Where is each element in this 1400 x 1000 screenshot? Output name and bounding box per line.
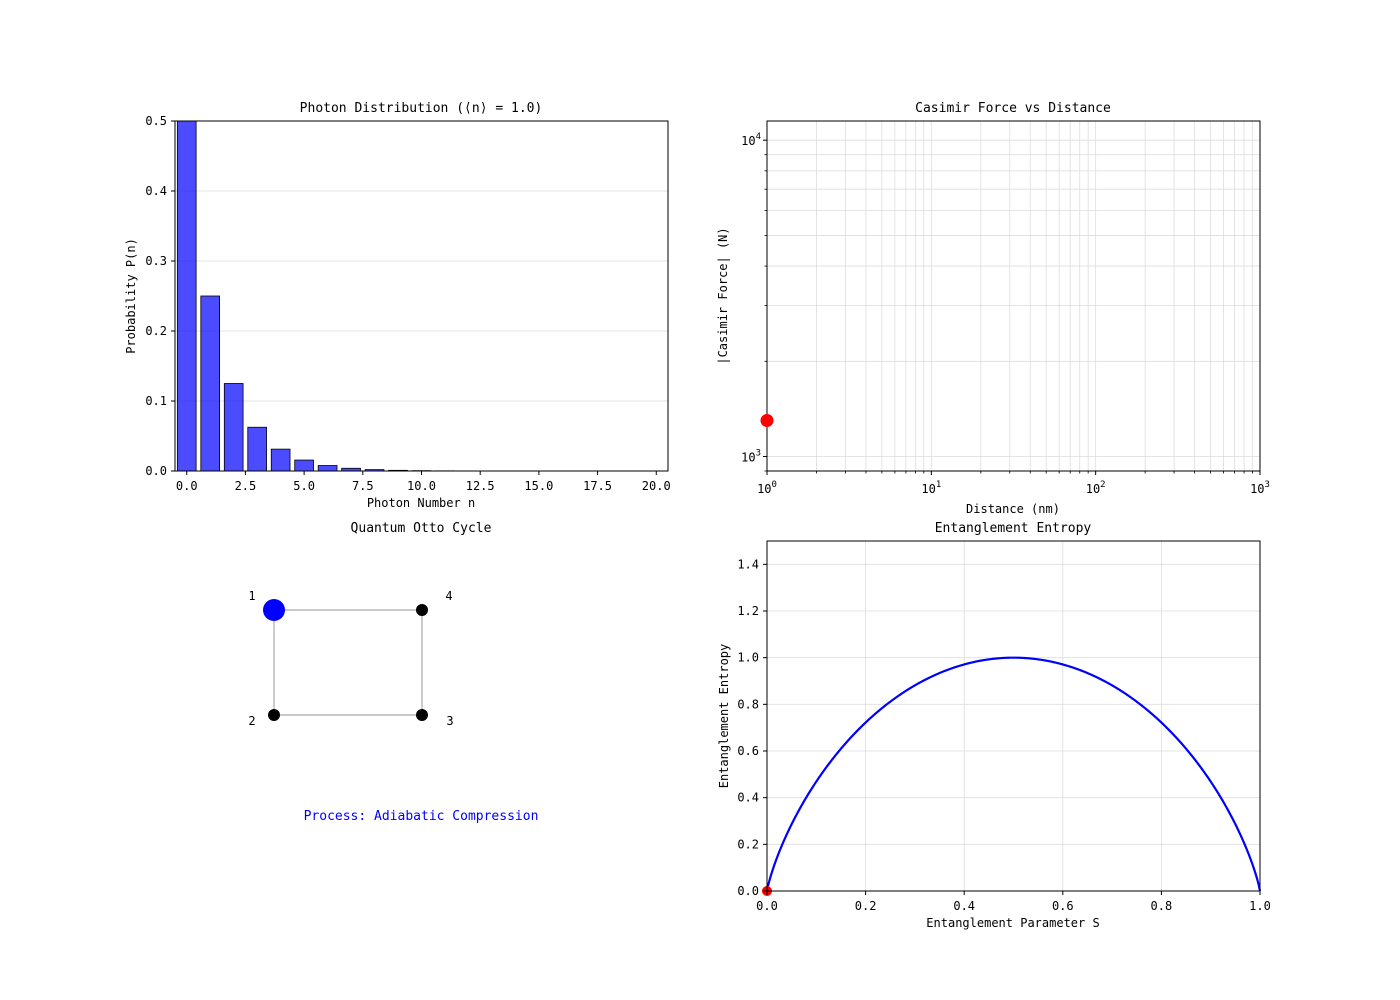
chart-title: Quantum Otto Cycle	[351, 521, 492, 536]
y-axis-label: |Casimir Force| (N)	[716, 227, 730, 364]
y-tick-label: 0.3	[145, 254, 167, 268]
state-node-4	[416, 604, 428, 616]
x-tick-label: 0.0	[176, 479, 198, 493]
y-tick-label: 0.2	[737, 837, 759, 851]
x-axis-label: Photon Number n	[367, 496, 475, 510]
y-tick-label: 0.1	[145, 394, 167, 408]
state-label-2: 2	[248, 714, 255, 728]
y-tick-label: 103	[741, 449, 761, 465]
chart-title: Casimir Force vs Distance	[915, 101, 1111, 116]
x-tick-label: 2.5	[235, 479, 257, 493]
state-node-1	[263, 599, 285, 621]
state-label-4: 4	[445, 589, 452, 603]
x-tick-label: 102	[1086, 480, 1106, 496]
x-tick-label: 12.5	[466, 479, 495, 493]
y-tick-label: 1.2	[737, 604, 759, 618]
x-tick-label: 0.6	[1052, 899, 1074, 913]
axes-frame	[766, 540, 1261, 892]
y-axis-label: Entanglement Entropy	[717, 644, 731, 789]
bar	[317, 465, 338, 472]
axes-frame	[174, 120, 669, 472]
bar	[176, 120, 197, 472]
bar	[247, 426, 267, 472]
y-tick-label: 0.0	[145, 464, 167, 478]
y-tick-label: 0.4	[737, 791, 759, 805]
x-tick-label: 0.0	[756, 899, 778, 913]
state-label-3: 3	[446, 714, 453, 728]
bar	[223, 383, 244, 472]
state-node-2	[268, 709, 280, 721]
x-axis-label: Entanglement Parameter S	[926, 916, 1099, 930]
state-node-3	[416, 709, 428, 721]
y-tick-label: 104	[741, 132, 761, 148]
bar	[294, 459, 314, 472]
x-tick-label: 20.0	[642, 479, 671, 493]
x-tick-label: 15.0	[524, 479, 553, 493]
x-tick-label: 0.8	[1151, 899, 1173, 913]
state-label-1: 1	[248, 589, 255, 603]
y-axis-label: Probability P(n)	[124, 238, 138, 354]
x-tick-label: 0.4	[953, 899, 975, 913]
chart-title: Entanglement Entropy	[935, 521, 1092, 536]
y-tick-label: 0.8	[737, 697, 759, 711]
y-tick-label: 0.5	[145, 114, 167, 128]
chart-title: Photon Distribution (⟨n⟩ = 1.0)	[300, 101, 543, 116]
x-tick-label: 103	[1250, 480, 1270, 496]
x-tick-label: 101	[921, 480, 941, 496]
x-tick-label: 17.5	[583, 479, 612, 493]
photon-distribution-chart: Photon Distribution (⟨n⟩ = 1.0) 0.0 2.5 5.…	[124, 101, 671, 510]
y-tick-label: 1.0	[737, 651, 759, 665]
bar	[270, 448, 291, 472]
x-tick-label: 1.0	[1249, 899, 1271, 913]
x-axis-label: Distance (nm)	[966, 502, 1060, 516]
x-tick-label: 0.2	[855, 899, 877, 913]
entanglement-entropy-chart: Entanglement Entropy 0.0 0.2 0.4 0.6 0.8 1.0 …	[717, 521, 1271, 930]
data-point	[760, 413, 774, 427]
y-tick-label: 0.0	[737, 884, 759, 898]
x-tick-label: 10.0	[407, 479, 436, 493]
y-tick-label: 0.4	[145, 184, 167, 198]
bar	[200, 295, 221, 472]
y-tick-label: 1.4	[737, 557, 759, 571]
casimir-force-chart: Casimir Force vs Distance 100 101 102 103 1…	[716, 101, 1270, 516]
x-tick-label: 7.5	[352, 479, 374, 493]
series-line	[765, 656, 1262, 892]
y-tick-label: 0.2	[145, 324, 167, 338]
otto-cycle-diagram: Quantum Otto Cycle 1 2 3 4 Process: Adiabat…	[248, 521, 538, 824]
x-tick-label: 100	[757, 480, 777, 496]
axes-frame	[766, 120, 1261, 472]
process-label: Process: Adiabatic Compression	[304, 809, 539, 824]
y-tick-label: 0.6	[737, 744, 759, 758]
x-tick-label: 5.0	[293, 479, 315, 493]
